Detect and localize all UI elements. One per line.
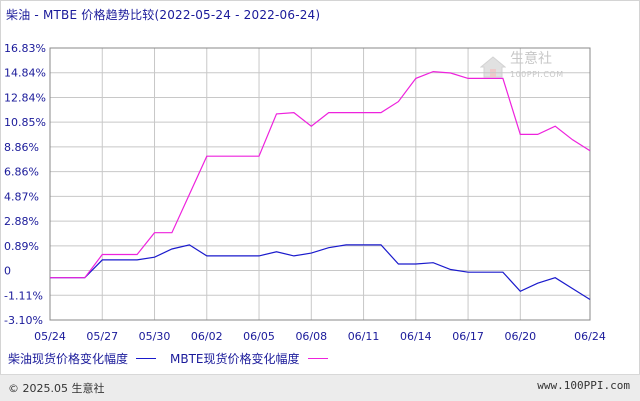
x-tick-label: 05/27 xyxy=(86,330,118,343)
plot-border xyxy=(49,47,591,321)
y-tick-label: 2.88% xyxy=(4,215,39,228)
chart-title: 柴油 - MTBE 价格趋势比较(2022-05-24 - 2022-06-24… xyxy=(6,8,321,22)
legend: 柴油现货价格变化幅度 MBTE现货价格变化幅度 xyxy=(8,350,342,367)
y-tick-label: -3.10% xyxy=(4,314,43,327)
x-tick-label: 06/05 xyxy=(243,330,275,343)
series-line-mtbe xyxy=(50,70,591,279)
legend-item-diesel: 柴油现货价格变化幅度 xyxy=(8,350,157,367)
series-lines xyxy=(50,70,591,301)
x-tick-label: 06/08 xyxy=(295,330,327,343)
series-line-diesel xyxy=(50,244,591,301)
y-tick-label: 6.86% xyxy=(4,166,39,179)
y-tick-label: 12.84% xyxy=(4,91,46,104)
y-tick-label: 14.84% xyxy=(4,67,46,80)
x-tick-label: 06/11 xyxy=(348,330,380,343)
legend-swatch-mtbe xyxy=(307,358,328,359)
y-tick-label: 4.87% xyxy=(4,190,39,203)
y-tick-label: 8.86% xyxy=(4,141,39,154)
footer-bar: © 2025.05 生意社 www.100PPI.com xyxy=(0,374,640,401)
y-tick-label: 0 xyxy=(4,265,11,278)
x-tick-label: 06/14 xyxy=(400,330,432,343)
legend-label-diesel: 柴油现货价格变化幅度 xyxy=(8,352,129,366)
y-tick-label: -1.11% xyxy=(4,289,43,302)
x-tick-label: 05/24 xyxy=(34,330,66,343)
legend-item-mtbe: MBTE现货价格变化幅度 xyxy=(170,350,328,367)
axes xyxy=(49,47,591,321)
watermark-url: 100PPI.COM xyxy=(510,70,564,79)
x-tick-label: 06/17 xyxy=(452,330,484,343)
y-tick-label: 16.83% xyxy=(4,42,46,55)
y-tick-label: 0.89% xyxy=(4,240,39,253)
y-tick-label: 10.85% xyxy=(4,116,46,129)
x-tick-label: 06/20 xyxy=(504,330,536,343)
copyright-text: © 2025.05 生意社 xyxy=(8,382,105,395)
legend-swatch-diesel xyxy=(136,358,157,359)
legend-label-mtbe: MBTE现货价格变化幅度 xyxy=(170,352,300,366)
y-axis-tick-labels: 16.83% 14.84% 12.84% 10.85% 8.86% 6.86% 4.87% 2… xyxy=(4,42,46,327)
x-tick-label: 06/02 xyxy=(191,330,223,343)
x-tick-label: 06/24 xyxy=(574,330,606,343)
x-axis-tick-labels: 05/24 05/27 05/30 06/02 06/05 06/08 06/11 06/14… xyxy=(34,330,606,343)
site-link[interactable]: www.100PPI.com xyxy=(537,379,630,392)
x-tick-label: 05/30 xyxy=(139,330,171,343)
